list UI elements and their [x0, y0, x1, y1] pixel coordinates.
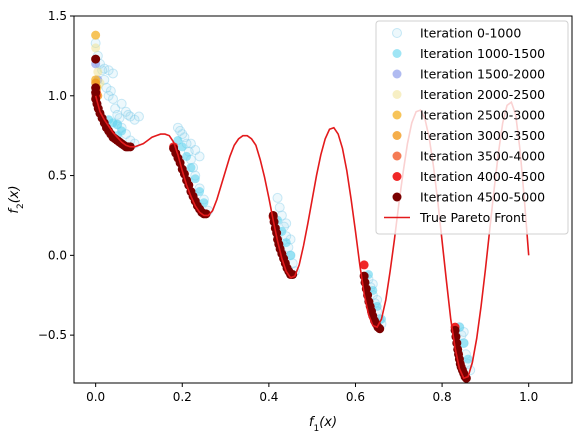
legend-label: Iteration 3000-3500	[420, 128, 545, 143]
series-0-point	[281, 218, 292, 229]
legend-label: Iteration 1000-1500	[420, 46, 545, 61]
x-tick-label: 0.4	[259, 390, 278, 404]
series-0-point	[103, 90, 114, 101]
series-0-point	[101, 82, 112, 93]
series-8-point	[91, 88, 101, 98]
series-0-point	[116, 98, 127, 109]
y-axis-label-subscript: 2	[16, 203, 26, 209]
series-0-point	[133, 111, 144, 122]
legend-swatch-marker	[392, 172, 402, 181]
series-1-point	[286, 250, 296, 260]
legend-swatch-marker	[392, 192, 402, 202]
series-0-point	[194, 151, 205, 162]
series-0-point	[107, 68, 118, 79]
y-tick-label: 1.0	[48, 89, 67, 103]
series-0-point	[103, 65, 114, 76]
series-0-point	[105, 86, 116, 96]
legend-swatch-marker	[392, 131, 402, 140]
series-0-point	[172, 122, 183, 133]
y-tick-label: 0.0	[48, 248, 67, 262]
series-1-point	[463, 354, 473, 364]
series-0-point	[125, 111, 136, 122]
legend-box	[375, 20, 569, 235]
plot-inner	[90, 30, 530, 383]
x-tick-label: 0.2	[173, 390, 192, 404]
series-8-point	[375, 324, 385, 334]
legend-label: Iteration 1500-2000	[420, 67, 545, 82]
axes: 0.0 0.2 0.4 0.6 0.8 1.0 −0.5 0.0 0.5 1.0 1.5	[38, 9, 573, 404]
legend-swatch-marker	[392, 49, 402, 58]
series-0-point	[123, 109, 134, 120]
legend-label: Iteration 4500-5000	[420, 190, 545, 205]
legend-swatch-marker	[392, 69, 402, 79]
y-tick-label: 0.5	[48, 169, 67, 183]
legend-label: Iteration 4000-4500	[420, 169, 545, 184]
series-0-point	[190, 145, 201, 156]
x-axis-label-subscript: 1	[314, 424, 320, 434]
x-axis-label: f1(x)	[309, 415, 337, 434]
series-0-point	[120, 106, 131, 117]
plot-area	[90, 30, 530, 383]
series-0-point	[175, 125, 186, 136]
legend-label: Iteration 2000-2500	[420, 87, 545, 102]
x-tick-label: 1.0	[519, 390, 538, 404]
series-1-point	[459, 338, 469, 348]
legend: Iteration 0-1000 Iteration 1000-1500 Itera…	[375, 20, 569, 235]
series-1-point	[281, 238, 291, 248]
series-3-point	[93, 67, 103, 77]
legend-swatch-marker	[392, 151, 402, 161]
legend-label: Iteration 3500-4000	[420, 149, 545, 164]
series-0-point	[110, 103, 121, 114]
legend-label: Iteration 0-1000	[420, 26, 521, 41]
legend-swatch-marker	[392, 110, 402, 120]
series-1-point	[182, 151, 192, 161]
y-tick-label: −0.5	[38, 328, 67, 342]
series-0-point	[274, 202, 285, 213]
series-3-point	[91, 43, 101, 53]
legend-swatch-marker	[392, 28, 402, 38]
series-1-point	[177, 142, 187, 152]
series-8-point	[91, 54, 101, 64]
legend-swatch-marker	[392, 90, 402, 99]
axes-frame	[73, 15, 573, 384]
series-1-point	[190, 174, 200, 184]
x-tick-label: 0.0	[86, 390, 105, 404]
series-1-point	[112, 120, 122, 129]
series-0-point	[112, 109, 123, 120]
legend-label: True Pareto Front	[419, 210, 526, 225]
series-1-point	[195, 187, 205, 197]
y-axis-label: f2(x)	[7, 185, 26, 213]
series-0-point	[272, 192, 283, 203]
series-7-point	[359, 260, 369, 270]
series-0-point	[107, 93, 118, 104]
series-1-point	[186, 163, 196, 173]
legend-label: Iteration 2500-3000	[420, 108, 545, 123]
series-0-point	[129, 114, 140, 125]
x-tick-label: 0.6	[346, 390, 365, 404]
series-0-point	[177, 129, 188, 140]
y-tick-label: 1.5	[48, 9, 67, 23]
series-0-point	[185, 138, 196, 149]
pareto-front-line	[94, 95, 530, 380]
x-tick-label: 0.8	[433, 390, 452, 404]
series-1-point	[173, 135, 183, 145]
series-4-point	[91, 30, 101, 40]
